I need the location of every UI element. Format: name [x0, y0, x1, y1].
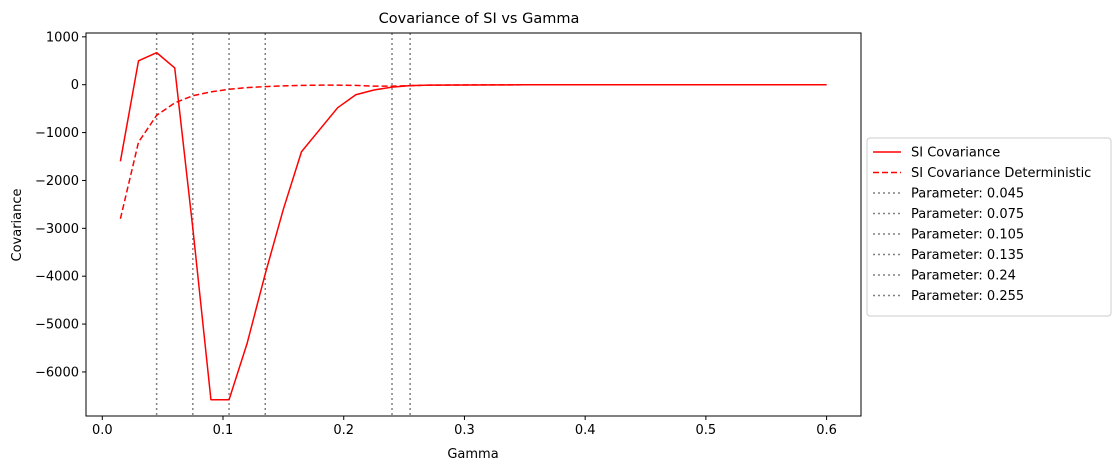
legend-label-7: Parameter: 0.255	[911, 289, 1024, 304]
chart-title: Covariance of SI vs Gamma	[379, 11, 580, 27]
legend: SI Covariance SI Covariance Deterministic…	[866, 137, 1112, 317]
y-tick-label: 1000	[46, 30, 79, 45]
y-tick-label: −3000	[35, 222, 79, 237]
series-line-1	[119, 83, 827, 219]
x-axis-label: Gamma	[447, 447, 498, 462]
y-tick-label: −2000	[35, 174, 79, 189]
y-axis: −6000 −5000 −4000 −3000 −2000 −1000 0 1000	[35, 30, 86, 380]
legend-label-6: Parameter: 0.24	[911, 269, 1016, 284]
y-tick-label: −5000	[35, 318, 79, 333]
legend-frame	[866, 137, 1112, 317]
x-tick-label: 0.3	[454, 423, 475, 438]
x-axis: 0.0 0.1 0.2 0.3 0.4 0.5 0.6	[92, 416, 837, 438]
legend-label-0: SI Covariance	[911, 146, 1000, 161]
plot-area	[119, 33, 827, 416]
legend-label-5: Parameter: 0.135	[911, 248, 1024, 263]
plot-frame	[85, 32, 862, 417]
y-axis-label: Covariance	[10, 189, 25, 262]
y-tick-label: 0	[71, 78, 79, 93]
legend-label-1: SI Covariance Deterministic	[911, 166, 1091, 181]
y-tick-label: −4000	[35, 270, 79, 285]
legend-label-2: Parameter: 0.045	[911, 187, 1024, 202]
y-tick-label: −1000	[35, 126, 79, 141]
legend-label-4: Parameter: 0.105	[911, 228, 1024, 243]
x-tick-label: 0.4	[575, 423, 596, 438]
x-tick-label: 0.0	[92, 423, 113, 438]
x-tick-label: 0.1	[213, 423, 234, 438]
x-tick-label: 0.5	[696, 423, 717, 438]
x-tick-label: 0.6	[816, 423, 837, 438]
y-tick-label: −6000	[35, 365, 79, 380]
legend-label-3: Parameter: 0.075	[911, 207, 1024, 222]
x-tick-label: 0.2	[333, 423, 354, 438]
series-line-0	[119, 51, 827, 401]
